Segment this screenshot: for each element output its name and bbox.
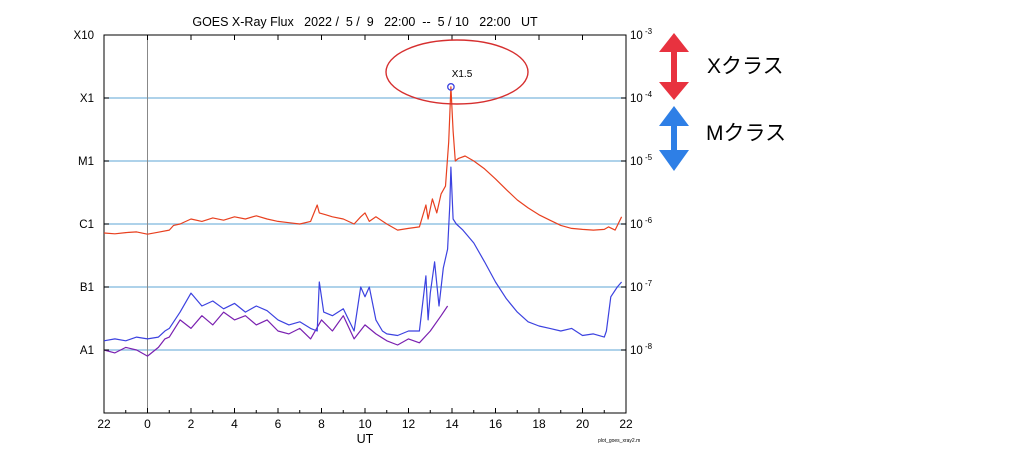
y-axis-right-flux: 10-810-710-610-510-410-3 xyxy=(621,27,653,357)
x-tick-label: 22 xyxy=(619,417,633,431)
y-class-label: X10 xyxy=(74,30,94,42)
peak-label: X1.5 xyxy=(452,69,473,80)
x-tick-label: 14 xyxy=(445,417,459,431)
x-axis-label: UT xyxy=(357,432,374,446)
y-flux-exponent: -8 xyxy=(645,342,653,351)
x-tick-label: 22 xyxy=(97,417,111,431)
y-class-label: X1 xyxy=(80,93,94,105)
x-tick-label: 18 xyxy=(532,417,546,431)
x-tick-label: 12 xyxy=(402,417,416,431)
y-flux-label: 10 xyxy=(630,156,643,168)
peak-highlight-ellipse xyxy=(385,39,529,105)
footnote: plot_goes_xray2.m xyxy=(598,438,640,444)
x-tick-label: 20 xyxy=(576,417,590,431)
x-tick-label: 0 xyxy=(144,417,151,431)
flux-series-group xyxy=(103,86,623,357)
y-flux-label: 10 xyxy=(630,345,643,357)
long-channel-flux-line xyxy=(103,86,623,235)
x-axis: 22 0 2 4 6 8 10 12 14 16 18 20 22 xyxy=(97,35,633,431)
y-flux-label: 10 xyxy=(630,30,643,42)
x-tick-label: 2 xyxy=(188,417,195,431)
y-class-label: M1 xyxy=(78,156,94,168)
x-tick-label: 8 xyxy=(318,417,325,431)
y-class-label: B1 xyxy=(80,282,94,294)
y-flux-exponent: -3 xyxy=(645,27,653,36)
x-tick-label: 6 xyxy=(275,417,282,431)
m-class-annotation: Mクラス xyxy=(706,122,786,145)
y-flux-exponent: -6 xyxy=(645,216,653,225)
x-class-range-arrow xyxy=(659,33,689,100)
short-channel-flux-line xyxy=(103,166,623,342)
m-class-range-arrow xyxy=(659,106,689,171)
y-flux-exponent: -4 xyxy=(645,90,653,99)
y-class-label: A1 xyxy=(80,345,94,357)
y-axis-left-class: A1 B1 C1 M1 X1 X10 xyxy=(74,30,109,357)
y-class-label: C1 xyxy=(79,219,94,231)
chart-title: GOES X-Ray Flux 2022 / 5 / 9 22:00 -- 5 … xyxy=(192,15,538,29)
peak-marker xyxy=(447,83,455,91)
short-channel-secondary-line xyxy=(103,305,449,357)
y-flux-exponent: -7 xyxy=(645,279,653,288)
x-tick-label: 10 xyxy=(358,417,372,431)
y-flux-label: 10 xyxy=(630,93,643,105)
x-tick-label: 4 xyxy=(231,417,238,431)
x-tick-label: 16 xyxy=(489,417,503,431)
y-flux-label: 10 xyxy=(630,219,643,231)
y-flux-exponent: -5 xyxy=(645,153,653,162)
class-level-gridlines xyxy=(104,97,626,351)
x-class-annotation: Xクラス xyxy=(707,55,784,78)
y-flux-label: 10 xyxy=(630,282,643,294)
